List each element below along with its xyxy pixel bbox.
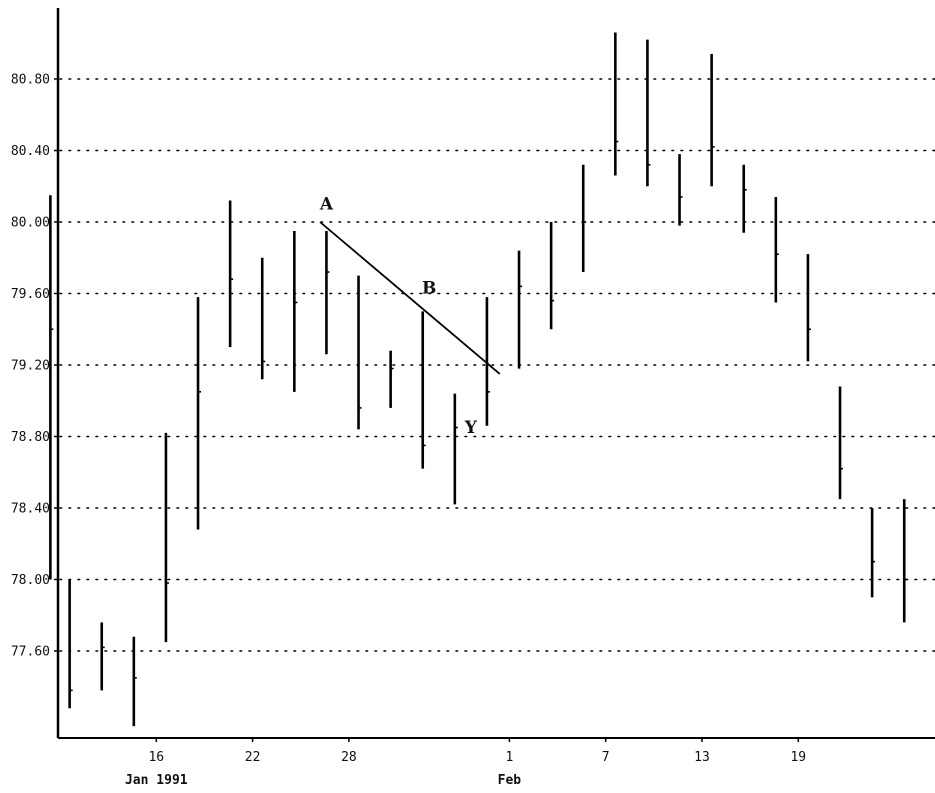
gridlines (54, 78, 935, 652)
y-tick-label: 78.80 (11, 430, 50, 445)
x-tick-label: 13 (694, 750, 710, 765)
price-bar (357, 275, 362, 430)
price-bar (485, 297, 490, 426)
price-bar (678, 154, 683, 226)
price-bar (421, 311, 426, 469)
y-tick-label: 80.40 (11, 144, 50, 159)
price-bar (838, 386, 844, 500)
x-tick-label: 1 (505, 750, 513, 765)
x-tick-labels: 16 22 28 1 7 13 19 Jan 1991 Feb (125, 738, 806, 788)
price-bar (549, 222, 555, 330)
y-tick-label: 80.00 (11, 216, 50, 231)
y-tick-label: 77.60 (11, 645, 50, 660)
x-tick-label: 28 (341, 750, 357, 765)
annotation-label: Y (464, 418, 478, 438)
y-tick-label: 79.20 (11, 359, 50, 374)
price-bar (870, 508, 876, 598)
month-label: Feb (498, 773, 522, 788)
price-bar (389, 350, 394, 408)
price-bar (132, 636, 137, 727)
price-bar (517, 250, 523, 369)
y-tick-label: 80.80 (11, 73, 50, 88)
price-bar (742, 164, 747, 233)
x-tick-label: 22 (245, 750, 261, 765)
y-tick-label: 78.40 (11, 502, 50, 517)
price-bar (100, 622, 105, 691)
price-bar (228, 200, 234, 348)
price-bar (260, 257, 266, 380)
annotations: A B Y (319, 194, 478, 437)
axes (56, 8, 935, 739)
annotation-label: B (422, 279, 436, 299)
price-bar (164, 432, 169, 643)
trendline-layer (319, 221, 501, 375)
trendline (319, 221, 501, 375)
x-tick-label: 7 (602, 750, 610, 765)
price-bar (49, 195, 54, 580)
price-bar (325, 230, 330, 355)
price-bar (614, 32, 619, 176)
price-bar (581, 164, 587, 273)
price-bar (710, 53, 715, 187)
y-tick-label: 79.60 (11, 287, 50, 302)
x-tick-label: 16 (148, 750, 164, 765)
price-bar (68, 579, 73, 709)
price-bar (806, 254, 811, 362)
price-bars (49, 32, 908, 727)
price-bar (453, 393, 458, 505)
price-bar (646, 39, 651, 187)
price-bar (902, 499, 908, 623)
x-tick-label: 19 (790, 750, 806, 765)
price-bar (774, 196, 779, 303)
annotation-label: A (319, 194, 334, 214)
price-bar (196, 297, 202, 530)
month-label: Jan 1991 (125, 773, 188, 788)
y-tick-labels: 77.60 78.00 78.40 78.80 79.20 79.60 80.00 80.40… (11, 73, 50, 660)
price-bar (293, 230, 298, 392)
y-tick-label: 78.00 (11, 573, 50, 588)
